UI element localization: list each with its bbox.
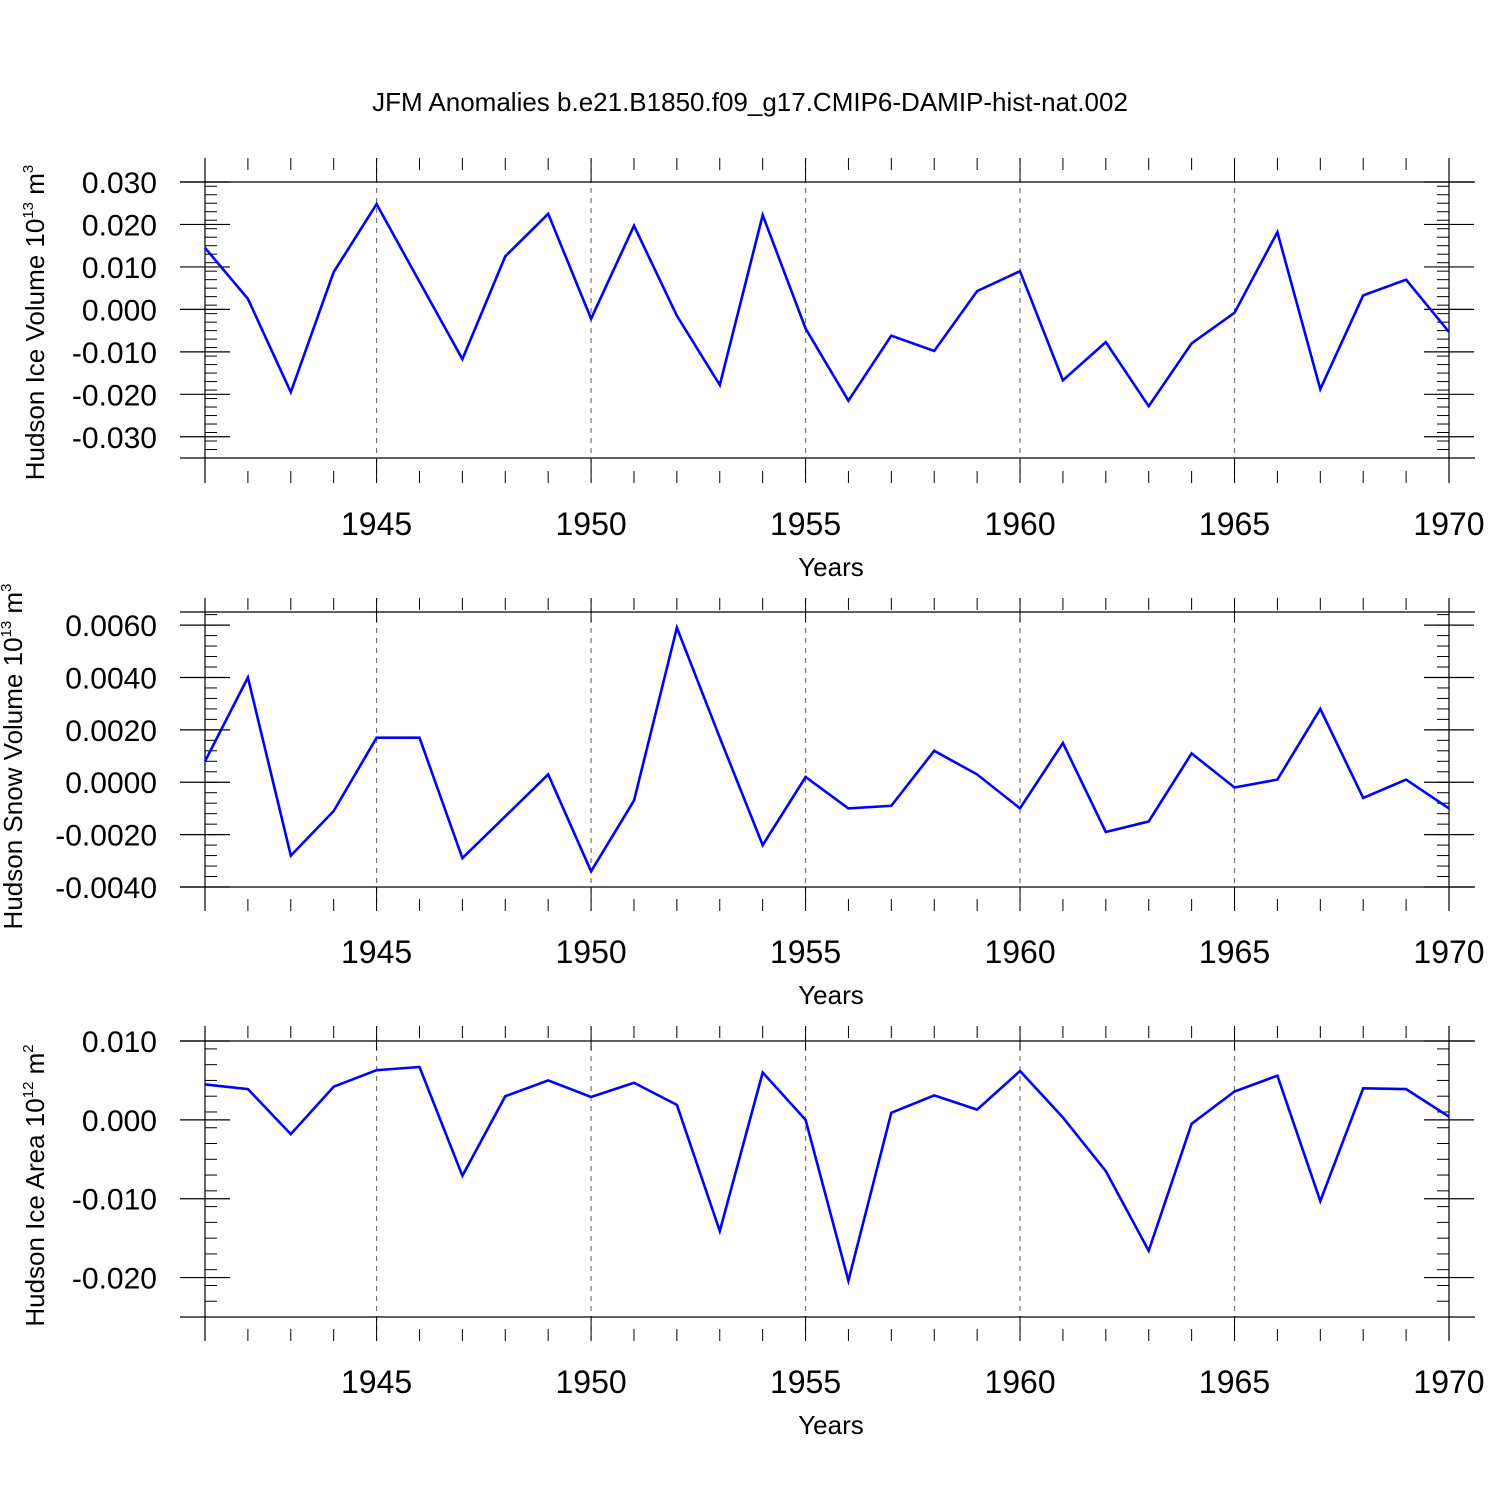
y-axis-label: Hudson Ice Volume 1013 m3 [20, 165, 50, 481]
y-axis-label-superscript: 3 [20, 165, 37, 173]
x-tick-label: 1965 [1199, 506, 1270, 542]
y-axis-label-superscript: 2 [20, 1044, 37, 1052]
x-tick-label: 1965 [1199, 1364, 1270, 1400]
chart-panel-1: 0.030 0.020 0.010 0.000 -0.010 -0.020 -0.030 19… [20, 158, 1485, 582]
x-tick-label: 1945 [341, 506, 412, 542]
y-tick-label: 0.030 [82, 167, 157, 200]
chart-panel-3: 0.010 0.000 -0.010 -0.020 1945 1950 1955 1960 19… [20, 1026, 1485, 1440]
y-axis-label: Hudson Snow Volume 1013 m3 [0, 584, 28, 930]
x-axis-label: Years [798, 1410, 864, 1440]
y-tick-label: 0.000 [82, 294, 157, 327]
x-tick-label: 1960 [984, 506, 1055, 542]
y-tick-label: 0.010 [82, 252, 157, 285]
x-tick-label: 1970 [1413, 506, 1484, 542]
y-axis-label-superscript: 12 [20, 1082, 37, 1099]
y-tick-label: -0.010 [72, 337, 157, 370]
series-line [204, 1065, 1450, 1286]
x-tick-label: 1945 [341, 1364, 412, 1400]
y-tick-label: 0.0020 [65, 715, 157, 748]
x-tick-label: 1970 [1413, 934, 1484, 970]
y-tick-label: 0.0040 [65, 662, 157, 695]
y-tick-label: -0.020 [72, 379, 157, 412]
y-tick-label: 0.020 [82, 209, 157, 242]
y-axis-label-text: m [0, 592, 28, 621]
y-axis-label-text: Hudson Snow Volume 10 [0, 637, 28, 929]
y-tick-label: 0.000 [82, 1105, 157, 1138]
x-tick-label: 1955 [770, 1364, 841, 1400]
y-tick-label: -0.010 [72, 1184, 157, 1217]
x-tick-label: 1945 [341, 934, 412, 970]
x-tick-label: 1950 [555, 506, 626, 542]
series-line [204, 201, 1451, 409]
chart-title: JFM Anomalies b.e21.B1850.f09_g17.CMIP6-… [372, 87, 1128, 117]
y-tick-label: -0.0020 [55, 820, 157, 853]
x-tick-label: 1970 [1413, 1364, 1484, 1400]
y-tick-label: 0.010 [82, 1026, 157, 1059]
x-axis-label: Years [798, 552, 864, 582]
y-tick-label: -0.020 [72, 1263, 157, 1296]
x-tick-label: 1955 [770, 934, 841, 970]
x-axis-label: Years [798, 980, 864, 1010]
chart-panel-2: 0.0060 0.0040 0.0020 0.0000 -0.0020 -0.0040 19… [0, 584, 1485, 1010]
y-axis-label-superscript: 13 [20, 202, 37, 219]
y-axis-label-superscript: 3 [0, 584, 15, 592]
y-axis-label-text: m [20, 173, 50, 202]
y-axis-label-text: m [20, 1053, 50, 1082]
y-axis-label: Hudson Ice Area 1012 m2 [20, 1044, 50, 1326]
x-tick-label: 1955 [770, 506, 841, 542]
y-tick-label: -0.0040 [55, 872, 157, 905]
y-axis-label-superscript: 13 [0, 621, 15, 638]
y-axis-label-text: Hudson Ice Area 10 [20, 1098, 50, 1326]
x-tick-label: 1960 [984, 1364, 1055, 1400]
y-tick-label: 0.0060 [65, 610, 157, 643]
x-tick-label: 1960 [984, 934, 1055, 970]
x-tick-label: 1965 [1199, 934, 1270, 970]
y-axis-label-text: Hudson Ice Volume 10 [20, 219, 50, 481]
y-tick-label: -0.030 [72, 422, 157, 455]
y-tick-label: 0.0000 [65, 767, 157, 800]
x-tick-label: 1950 [555, 934, 626, 970]
x-tick-label: 1950 [555, 1364, 626, 1400]
series-line [203, 623, 1450, 875]
